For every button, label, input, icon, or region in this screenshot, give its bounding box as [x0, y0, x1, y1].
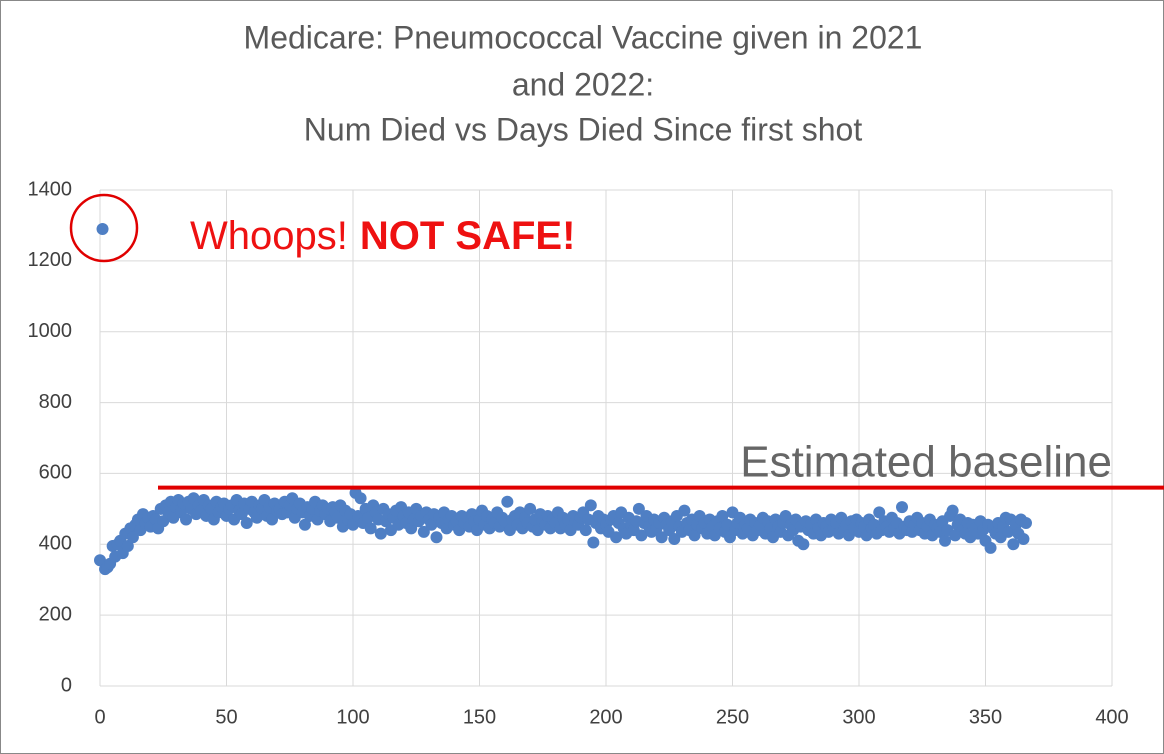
- point: [946, 504, 959, 517]
- point: [939, 534, 952, 547]
- x-tick-label: 350: [969, 706, 1002, 728]
- x-tick-label: 400: [1095, 706, 1128, 728]
- points: [94, 222, 1032, 576]
- point: [635, 529, 648, 542]
- point: [331, 511, 344, 524]
- point: [94, 554, 106, 567]
- point: [121, 540, 134, 553]
- point: [716, 509, 729, 522]
- point: [354, 492, 367, 505]
- point: [501, 495, 514, 508]
- annotation: Whoops! NOT SAFE!: [190, 214, 575, 258]
- point: [797, 538, 810, 551]
- y-tick-label: 1000: [28, 320, 73, 342]
- point: [632, 502, 645, 515]
- point: [157, 515, 170, 528]
- point: [126, 531, 139, 544]
- x-tick-label: 250: [716, 706, 749, 728]
- point: [266, 513, 279, 526]
- point: [678, 504, 691, 517]
- x-tick-label: 150: [463, 706, 496, 728]
- point: [417, 525, 430, 538]
- point: [347, 518, 359, 531]
- point: [655, 531, 668, 544]
- x-tick-label: 0: [94, 706, 105, 728]
- y-tick-label: 400: [39, 533, 72, 555]
- point: [668, 532, 681, 545]
- y-tick-label: 1400: [28, 178, 73, 200]
- x-tick-label: 200: [589, 706, 622, 728]
- point: [896, 501, 909, 514]
- point: [425, 518, 438, 531]
- point: [1007, 538, 1020, 551]
- chart-title: Medicare: Pneumococcal Vaccine given in …: [244, 19, 923, 55]
- point: [430, 531, 443, 544]
- y-tick-label: 800: [39, 391, 72, 413]
- point: [298, 518, 311, 531]
- point: [240, 517, 253, 530]
- x-tick-label: 50: [215, 706, 237, 728]
- point: [579, 524, 592, 537]
- chart-title: and 2022:: [512, 66, 654, 102]
- point: [1019, 517, 1032, 530]
- y-tick-label: 200: [39, 603, 72, 625]
- point: [96, 222, 109, 235]
- baseline-label: Estimated baseline: [740, 438, 1112, 487]
- point: [1017, 532, 1030, 545]
- point: [610, 531, 623, 544]
- point: [873, 506, 886, 519]
- point: [584, 499, 597, 512]
- x-tick-label: 300: [842, 706, 875, 728]
- point: [250, 511, 263, 524]
- chart-title: Num Died vs Days Died Since first shot: [304, 111, 863, 147]
- point: [688, 529, 701, 542]
- point: [374, 527, 387, 540]
- point: [1002, 525, 1015, 538]
- point: [364, 522, 377, 535]
- grid: [99, 189, 1113, 687]
- x-tick-label: 100: [336, 706, 369, 728]
- point: [779, 509, 792, 522]
- annotation-text: Whoops!: [190, 214, 348, 258]
- point: [984, 541, 997, 554]
- y-tick-label: 1200: [28, 249, 73, 271]
- point: [524, 502, 537, 515]
- y-tick-label: 0: [61, 674, 72, 696]
- y-tick-label: 600: [39, 462, 72, 484]
- annotation-emphasis: NOT SAFE!: [360, 214, 576, 258]
- point: [587, 536, 600, 549]
- highlight-circle: [69, 193, 139, 263]
- point: [180, 513, 193, 526]
